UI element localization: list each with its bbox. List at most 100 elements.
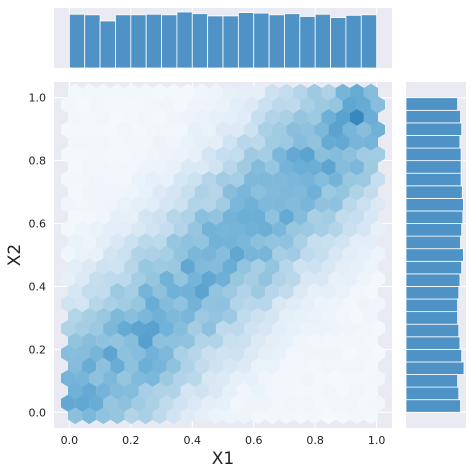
hexbin-cell: [321, 133, 336, 151]
marginal-y-bar: [405, 122, 463, 136]
hexbin-cell: [117, 121, 132, 139]
hexbin-cell: [138, 307, 153, 325]
hexbin-cell: [230, 96, 245, 114]
hexbin-cell: [138, 407, 153, 425]
hexbin-cell: [244, 245, 259, 263]
hexbin-cell: [342, 344, 357, 362]
hexbin-cell: [166, 108, 181, 126]
hexbin-cell: [363, 158, 378, 176]
hexbin-cell: [89, 344, 104, 362]
hexbin-cell: [187, 270, 202, 288]
hexbin-cell: [314, 170, 329, 188]
hexbin-cell: [370, 245, 385, 263]
hexbin-cell: [159, 344, 174, 362]
hexbin-cell: [110, 257, 125, 275]
hexbin-cell: [300, 369, 315, 387]
hexbin-cell: [201, 270, 216, 288]
hexbin-cell: [145, 121, 160, 139]
hexbin-cell: [194, 282, 209, 300]
hexbin-cell: [194, 158, 209, 176]
hexbin-cell: [272, 195, 287, 213]
hexbin-cell: [208, 233, 224, 250]
hexbin-cell: [363, 357, 378, 375]
hexbin-cell: [258, 121, 273, 139]
hexbin-cell: [222, 233, 238, 250]
hexbin-cell: [82, 332, 97, 350]
hexbin-cell: [117, 270, 132, 288]
hexbin-cell: [145, 394, 160, 412]
marginal-y-bar: [405, 160, 462, 174]
hexbin-cell: [61, 96, 76, 114]
hexbin-cell: [342, 245, 357, 263]
y-tick-label: 0.6: [29, 218, 47, 231]
hexbin-cell: [194, 332, 209, 350]
hexbin-cell: [258, 146, 273, 163]
hexbin-cell: [237, 382, 252, 400]
hexbin-cell: [356, 170, 371, 188]
hexbin-cell: [342, 369, 357, 387]
hexbin-cell: [279, 108, 294, 126]
hexbin-cell: [159, 195, 174, 213]
hexbin-cell: [328, 394, 343, 412]
hexbin-cell: [180, 158, 195, 176]
hexbin-cell: [265, 183, 280, 201]
marginal-y-bar: [405, 223, 463, 237]
hexbin-cell: [370, 96, 385, 114]
hexbin-cell: [187, 369, 202, 387]
marginal-x-bar: [314, 13, 331, 69]
hexbin-cell: [180, 332, 195, 350]
hexbin-cell: [166, 208, 181, 226]
hexbin-cell: [89, 96, 104, 114]
hexbin-cell: [237, 307, 252, 325]
hexbin-cell: [89, 245, 104, 263]
y-tick-label: 0.4: [29, 280, 47, 293]
hexbin-cell: [349, 83, 364, 101]
hexbin-cell: [187, 121, 202, 139]
hexbin-cell: [265, 208, 280, 226]
marginal-y-bars: [405, 97, 465, 413]
hexbin-cell: [244, 220, 259, 238]
hexbin-cell: [349, 382, 364, 400]
hexbin-cell: [328, 295, 343, 313]
hexbin-cell: [222, 133, 238, 151]
hexbin-cell: [138, 183, 153, 201]
hexbin-cell: [328, 245, 343, 263]
hexbin-cell: [117, 320, 132, 337]
hexbin-cell: [244, 170, 259, 188]
hexbin-cell: [230, 270, 245, 288]
marginal-x-bars: [68, 11, 378, 69]
hexbin-cell: [251, 133, 266, 151]
hexbin-cell: [68, 357, 83, 375]
hexbin-cell: [145, 195, 160, 213]
hexbin-cell: [335, 183, 350, 201]
hexbin-cell: [307, 158, 322, 176]
hexbin-cell: [335, 382, 350, 400]
hexbin-cell: [159, 220, 174, 238]
hexbin-cell: [300, 195, 315, 213]
hexbin-cell: [279, 332, 294, 350]
x-tick-label: 0.4: [184, 434, 202, 447]
hexbin-cell: [201, 96, 216, 114]
hexbin-cell: [349, 407, 364, 425]
y-tick-label: 0.0: [29, 406, 47, 419]
hexbin-cell: [279, 208, 294, 226]
hexbin-cell: [237, 158, 252, 176]
hexbin-cell: [314, 344, 329, 362]
hexbin-cell: [89, 170, 104, 188]
hexbin-cell: [230, 245, 245, 263]
marginal-x-bar: [284, 13, 301, 69]
hexbin-cell: [145, 369, 160, 387]
marginal-y-bar: [405, 311, 459, 325]
hexbin-cell: [293, 332, 308, 350]
hexbin-cell: [349, 357, 364, 375]
hexbin-cell: [173, 96, 188, 114]
hexbin-cell: [110, 357, 125, 375]
hexbin-cell: [349, 332, 364, 350]
hexbin-cell: [222, 332, 238, 350]
hexbin-cell: [201, 121, 216, 139]
marginal-y-bar: [405, 286, 460, 300]
hexbin-cell: [300, 220, 315, 238]
hexbin-cell: [244, 295, 259, 313]
marginal-x-bar: [130, 14, 147, 69]
hexbin-cell: [251, 208, 266, 226]
